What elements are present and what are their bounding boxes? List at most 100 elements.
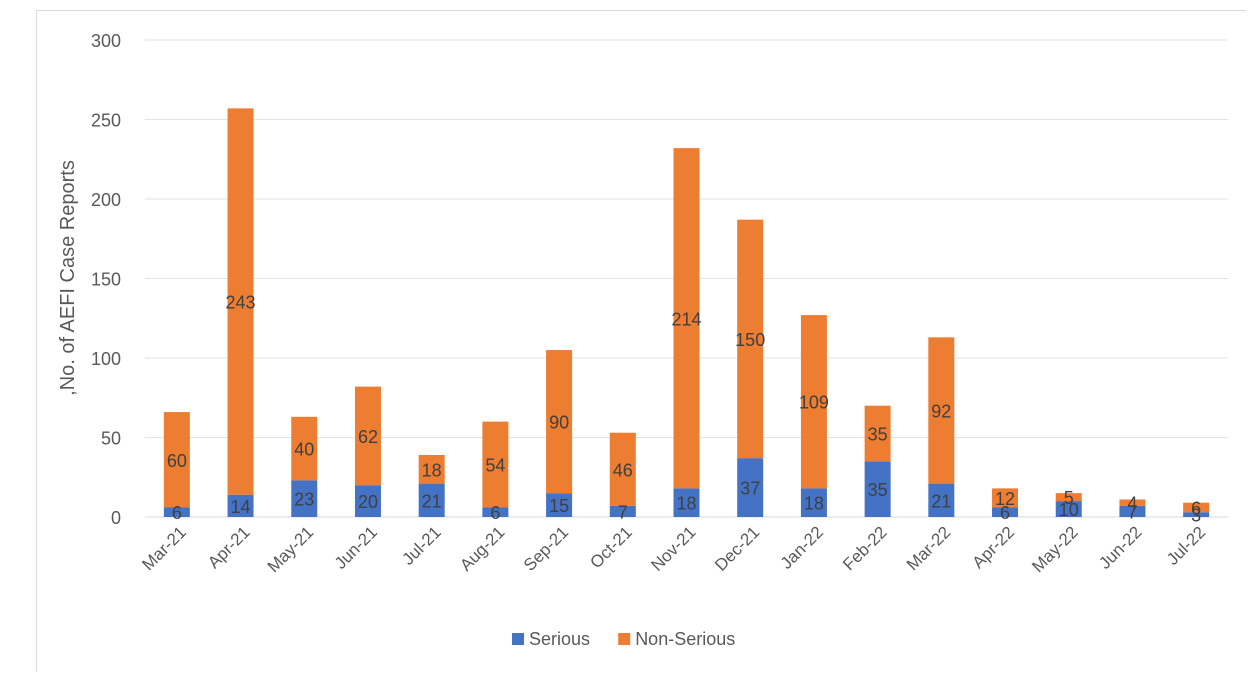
bar-segment bbox=[673, 488, 700, 517]
bar-segment bbox=[800, 488, 827, 517]
data-label: 15 bbox=[549, 496, 569, 516]
data-label: 35 bbox=[868, 425, 888, 445]
data-label: 6 bbox=[172, 503, 182, 523]
data-label: 40 bbox=[294, 440, 314, 460]
bar-segment bbox=[737, 458, 764, 517]
data-label: 6 bbox=[1191, 498, 1201, 518]
bar-segment bbox=[163, 507, 190, 517]
bar-segment bbox=[418, 454, 445, 484]
x-tick-label: Jul-22 bbox=[1163, 523, 1209, 569]
data-label: 35 bbox=[868, 480, 888, 500]
data-label: 150 bbox=[735, 330, 765, 350]
data-label: 7 bbox=[618, 502, 628, 522]
data-label: 92 bbox=[931, 401, 951, 421]
data-label: 6 bbox=[490, 503, 500, 523]
data-label: 18 bbox=[804, 494, 824, 514]
data-label: 214 bbox=[671, 309, 701, 329]
bar-segment bbox=[546, 350, 573, 494]
data-label: 18 bbox=[422, 460, 442, 480]
x-tick-label: Aug-21 bbox=[456, 523, 508, 575]
data-label: 243 bbox=[226, 293, 256, 313]
data-label: 14 bbox=[231, 497, 251, 517]
bar-segment bbox=[163, 412, 190, 508]
chart-frame bbox=[36, 10, 1246, 672]
x-tick-label: Jun-21 bbox=[331, 523, 381, 573]
bar-segment bbox=[800, 315, 827, 489]
data-label: 3 bbox=[1191, 506, 1201, 526]
bar-segment bbox=[227, 494, 254, 517]
bar-segment bbox=[673, 148, 700, 489]
bar-segment bbox=[992, 507, 1019, 517]
y-tick-label: 50 bbox=[101, 429, 121, 449]
data-label: 23 bbox=[294, 490, 314, 510]
x-tick-label: Feb-22 bbox=[839, 523, 891, 575]
bar-segment bbox=[546, 493, 573, 517]
data-label: 4 bbox=[1127, 494, 1137, 514]
bar-segment bbox=[291, 416, 318, 481]
y-tick-label: 150 bbox=[91, 270, 121, 290]
y-tick-label: 200 bbox=[91, 190, 121, 210]
x-tick-label: Apr-21 bbox=[204, 523, 254, 573]
data-label: 21 bbox=[931, 491, 951, 511]
legend-swatch bbox=[618, 633, 631, 645]
data-label: 54 bbox=[485, 456, 505, 476]
data-label: 12 bbox=[995, 489, 1015, 509]
data-label: 21 bbox=[422, 491, 442, 511]
x-tick-label: Nov-21 bbox=[647, 523, 699, 575]
bar-segment bbox=[864, 405, 891, 462]
legend-swatch bbox=[512, 633, 524, 645]
data-label: 37 bbox=[740, 479, 760, 499]
bar-segment bbox=[1055, 493, 1082, 502]
x-tick-label: Dec-21 bbox=[711, 523, 763, 575]
bar-segment bbox=[928, 337, 955, 484]
bar-segment bbox=[992, 488, 1019, 508]
bar-segment bbox=[482, 421, 509, 508]
legend-entry: Non-Serious bbox=[635, 629, 735, 649]
data-label: 90 bbox=[549, 413, 569, 433]
bar-segment bbox=[1055, 501, 1082, 517]
bar-segment bbox=[1119, 505, 1146, 517]
bar-segment bbox=[928, 483, 955, 517]
x-tick-label: Oct-21 bbox=[586, 523, 636, 573]
bar-segment bbox=[609, 505, 636, 517]
data-label: 5 bbox=[1064, 488, 1074, 508]
bar-segment bbox=[609, 432, 636, 506]
bars bbox=[163, 108, 1210, 517]
data-label: 62 bbox=[358, 427, 378, 447]
x-axis-ticks: Mar-21 Apr-21 May-21 Jun-21 Jul-21 Aug-21 Sep-… bbox=[138, 523, 1209, 577]
data-label: 18 bbox=[676, 494, 696, 514]
x-tick-label: Jun-22 bbox=[1095, 523, 1145, 573]
bar-segment bbox=[1183, 502, 1210, 513]
bar-segment bbox=[418, 483, 445, 517]
x-tick-label: Sep-21 bbox=[520, 523, 572, 575]
y-tick-label: 300 bbox=[91, 31, 121, 51]
bar-segment bbox=[482, 507, 509, 517]
bar-segment bbox=[1119, 499, 1146, 506]
x-tick-label: Jan-22 bbox=[777, 523, 827, 573]
data-labels: 6601424323402062211865415907461821437150… bbox=[167, 293, 1201, 526]
data-label: 20 bbox=[358, 492, 378, 512]
y-axis-ticks: 0 50 100 150 200 250 300 bbox=[91, 31, 121, 528]
x-tick-label: Jul-21 bbox=[399, 523, 445, 569]
y-tick-label: 250 bbox=[91, 111, 121, 131]
y-tick-label: 0 bbox=[111, 508, 121, 528]
bar-segment bbox=[291, 480, 318, 517]
x-tick-label: Mar-21 bbox=[138, 523, 190, 575]
data-label: 60 bbox=[167, 451, 187, 471]
y-axis-label: ,No. of AEFI Case Reports bbox=[57, 160, 79, 396]
data-label: 46 bbox=[613, 460, 633, 480]
legend-entry: Serious bbox=[529, 629, 590, 649]
x-tick-label: Mar-22 bbox=[903, 523, 955, 575]
bar-segment bbox=[354, 386, 381, 486]
x-tick-label: Apr-22 bbox=[969, 523, 1019, 573]
legend: Serious Non-Serious bbox=[512, 629, 735, 649]
x-tick-label: May-21 bbox=[264, 523, 318, 577]
data-label: 7 bbox=[1127, 502, 1137, 522]
bar-segment bbox=[737, 219, 764, 459]
x-tick-label: May-22 bbox=[1028, 523, 1082, 577]
bar-segment bbox=[864, 461, 891, 517]
y-tick-label: 100 bbox=[91, 349, 121, 369]
bar-segment bbox=[227, 108, 254, 495]
bar-segment bbox=[354, 485, 381, 517]
